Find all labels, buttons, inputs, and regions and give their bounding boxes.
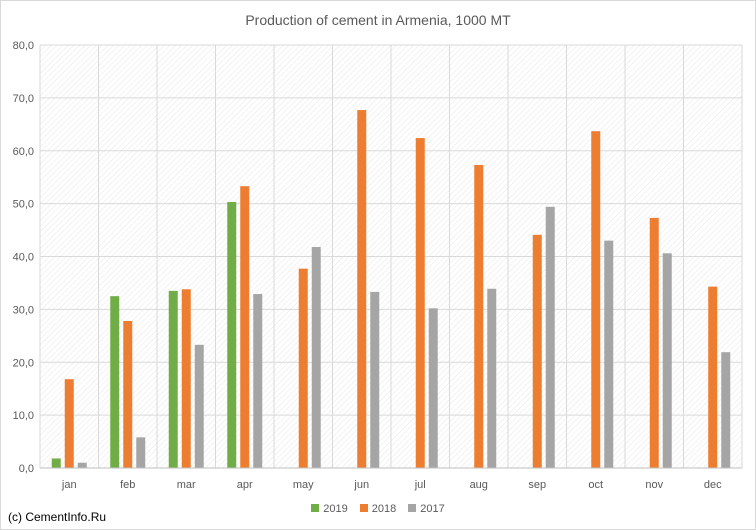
bar-2018-mar <box>181 289 191 468</box>
x-tick-label: aug <box>470 479 488 491</box>
legend-item: 2018 <box>359 503 397 515</box>
bar-2018-apr <box>240 186 250 468</box>
bar-2019-jan <box>51 458 61 468</box>
x-tick-label: jun <box>353 479 369 491</box>
y-tick-label: 80,0 <box>13 40 34 52</box>
legend-label: 2019 <box>323 503 348 515</box>
bar-2017-oct <box>604 240 614 468</box>
bar-2017-jun <box>370 291 380 468</box>
bar-2017-jan <box>77 462 87 468</box>
x-tick-label: sep <box>528 479 546 491</box>
bar-2017-may <box>311 246 321 468</box>
x-tick-label: jan <box>61 479 77 491</box>
x-tick-label: oct <box>588 479 603 491</box>
bar-2017-jul <box>428 308 438 468</box>
bar-2018-nov <box>649 217 659 468</box>
bar-2019-mar <box>168 290 178 468</box>
legend-swatch <box>359 504 368 512</box>
bar-2018-jan <box>64 379 74 468</box>
y-tick-label: 0,0 <box>19 463 34 475</box>
x-tick-label: mar <box>177 479 196 491</box>
legend-label: 2018 <box>371 503 397 515</box>
bar-2018-sep <box>532 234 542 468</box>
bar-2017-feb <box>136 437 146 468</box>
bar-2018-jun <box>357 110 367 468</box>
y-tick-label: 30,0 <box>13 304 34 316</box>
y-tick-label: 60,0 <box>13 146 34 158</box>
bar-2018-aug <box>474 165 484 468</box>
bar-2018-may <box>298 268 308 468</box>
y-tick-label: 20,0 <box>13 357 34 369</box>
x-tick-label: jul <box>414 479 426 491</box>
legend: 2019 2018 2017 <box>0 503 756 515</box>
x-tick-label: apr <box>237 479 253 491</box>
x-tick-label: feb <box>120 479 135 491</box>
bar-2019-feb <box>110 296 120 468</box>
bar-2018-oct <box>591 131 601 468</box>
y-tick-label: 50,0 <box>13 199 34 211</box>
copyright-text: (c) CementInfo.Ru <box>8 510 107 524</box>
x-tick-label: dec <box>704 479 722 491</box>
y-tick-label: 40,0 <box>13 252 34 264</box>
bar-2017-sep <box>545 206 555 469</box>
bar-2017-apr <box>253 294 263 468</box>
y-tick-label: 70,0 <box>13 93 34 105</box>
bar-2018-dec <box>708 286 718 468</box>
bar-2017-aug <box>487 288 497 468</box>
x-tick-label: may <box>293 479 314 491</box>
bar-2017-dec <box>721 352 731 468</box>
legend-swatch <box>311 504 320 512</box>
bar-2019-apr <box>227 202 237 468</box>
bar-2017-nov <box>662 253 672 468</box>
bar-2018-feb <box>123 321 133 468</box>
legend-label: 2017 <box>420 503 445 515</box>
legend-item: 2017 <box>408 503 445 515</box>
chart-title: Production of cement in Armenia, 1000 MT <box>245 12 511 28</box>
legend-swatch <box>408 504 417 512</box>
y-tick-label: 10,0 <box>13 410 34 422</box>
bar-2018-jul <box>415 138 425 468</box>
bar-2017-mar <box>194 344 204 468</box>
x-tick-label: nov <box>645 479 663 491</box>
legend-item: 2019 <box>311 503 348 515</box>
